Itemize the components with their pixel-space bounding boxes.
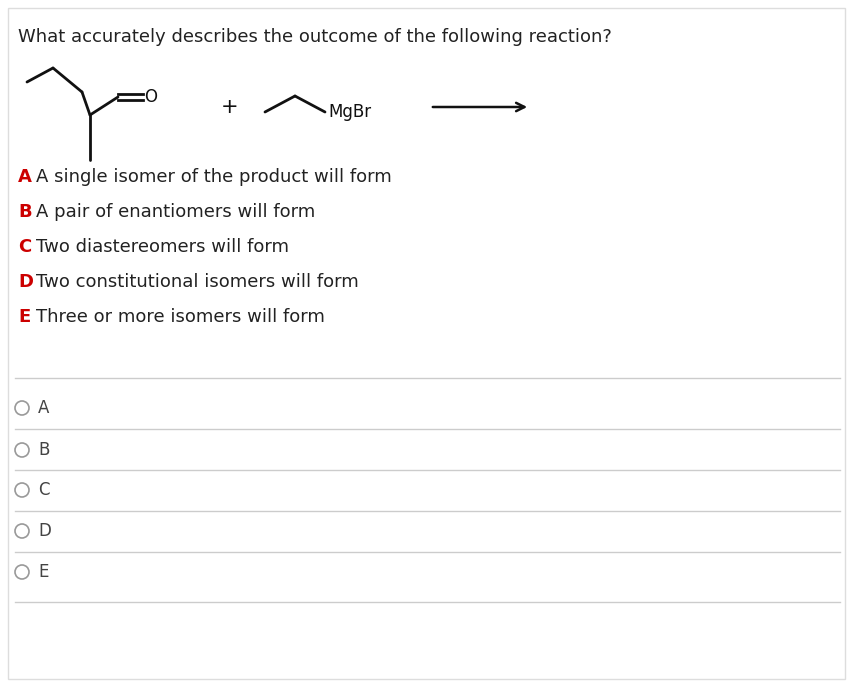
Text: B: B — [38, 441, 49, 459]
Text: A: A — [18, 168, 32, 186]
Text: +: + — [221, 97, 239, 117]
Text: Three or more isomers will form: Three or more isomers will form — [36, 308, 325, 326]
Text: A: A — [38, 399, 49, 417]
Text: Two diastereomers will form: Two diastereomers will form — [36, 238, 289, 256]
Text: E: E — [38, 563, 49, 581]
Text: D: D — [38, 522, 51, 540]
Text: MgBr: MgBr — [328, 103, 371, 121]
Text: E: E — [18, 308, 30, 326]
Text: O: O — [144, 88, 157, 106]
Text: What accurately describes the outcome of the following reaction?: What accurately describes the outcome of… — [18, 28, 611, 46]
Text: B: B — [18, 203, 32, 221]
Text: D: D — [18, 273, 33, 291]
Text: C: C — [18, 238, 32, 256]
Text: A pair of enantiomers will form: A pair of enantiomers will form — [36, 203, 315, 221]
Text: C: C — [38, 481, 49, 499]
Text: Two constitutional isomers will form: Two constitutional isomers will form — [36, 273, 359, 291]
Text: A single isomer of the product will form: A single isomer of the product will form — [36, 168, 391, 186]
